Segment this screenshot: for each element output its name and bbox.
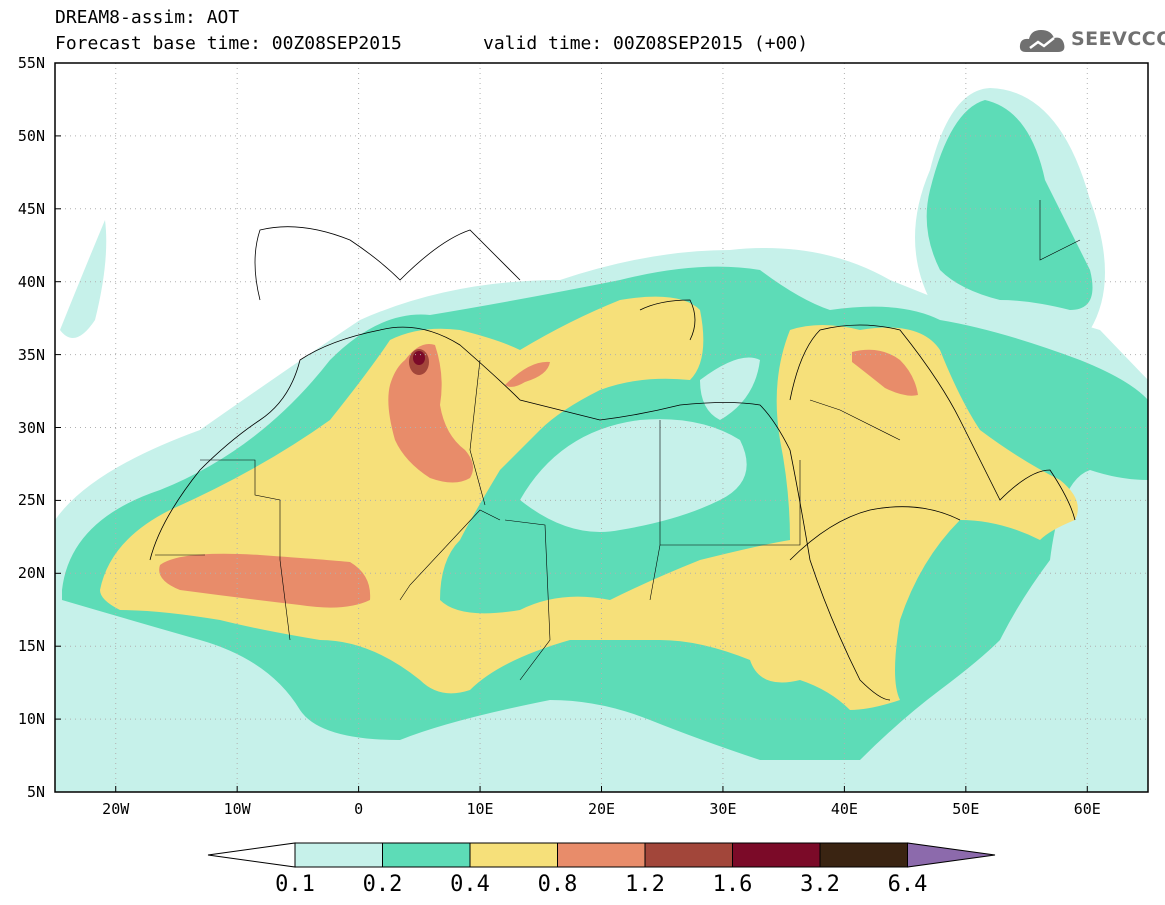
aot-shading: [55, 88, 1148, 792]
lat-tick-label: 35N: [17, 345, 45, 364]
colorbar-box: [732, 842, 821, 868]
graticule: [55, 63, 1148, 792]
logo-text: SEEVCCC: [1071, 28, 1165, 50]
colorbar-over-triangle: [907, 842, 996, 868]
cloud-icon: [1019, 30, 1065, 52]
lon-tick-label: 20W: [102, 800, 130, 818]
aot-class-1-6: [413, 351, 425, 365]
coastlines: [149, 226, 1076, 701]
colorbar-box: [469, 842, 558, 868]
seevccc-logo: SEEVCCC: [1018, 24, 1165, 58]
colorbar-box: [644, 842, 733, 868]
lon-tick-label: 10W: [223, 800, 251, 818]
aot-class-0-1-interior: [520, 357, 760, 532]
lat-tick-label: 15N: [17, 637, 45, 656]
aot-class-0-8: [159, 344, 918, 608]
colorbar-under-triangle: [207, 842, 296, 868]
colorbar-box: [382, 842, 471, 868]
lon-tick-label: 50E: [952, 800, 980, 818]
base-time-label: Forecast base time: 00Z08SEP2015: [55, 33, 402, 54]
lat-tick-label: 25N: [17, 491, 45, 510]
colorbar-label: 0.8: [537, 872, 578, 897]
lon-tick-label: 40E: [830, 800, 858, 818]
colorbar-box: [294, 842, 383, 868]
lon-tick-label: 30E: [709, 800, 737, 818]
lon-tick-label: 10E: [466, 800, 494, 818]
colorbar: [207, 842, 996, 868]
colorbar-label: 1.2: [625, 872, 665, 897]
lat-tick-label: 55N: [17, 54, 45, 72]
colorbar-label: 0.2: [362, 872, 403, 897]
colorbar-label: 0.1: [275, 872, 315, 897]
lon-tick-label: 60E: [1073, 800, 1101, 818]
lat-tick-label: 50N: [17, 126, 45, 145]
lat-tick-label: 45N: [17, 199, 45, 218]
lat-tick-label: 5N: [26, 783, 45, 801]
lat-tick-label: 40N: [17, 272, 45, 291]
valid-time-label: valid time: 00Z08SEP2015 (+00): [483, 33, 809, 54]
map-title: DREAM8-assim: AOT: [55, 7, 240, 28]
lat-tick-label: 30N: [17, 418, 45, 437]
colorbar-label: 1.6: [712, 872, 753, 897]
colorbar-label: 3.2: [800, 872, 840, 897]
colorbar-label: 0.4: [450, 872, 490, 897]
lon-tick-label: 0: [354, 800, 364, 818]
country-borders: [155, 200, 1081, 681]
colorbar-box: [557, 842, 646, 868]
colorbar-label: 6.4: [887, 872, 928, 897]
lon-tick-label: 20E: [587, 800, 616, 818]
lat-tick-label: 10N: [17, 710, 45, 729]
axis-ticks: [55, 62, 1088, 793]
colorbar-box: [819, 842, 908, 868]
lat-tick-label: 20N: [17, 564, 45, 583]
